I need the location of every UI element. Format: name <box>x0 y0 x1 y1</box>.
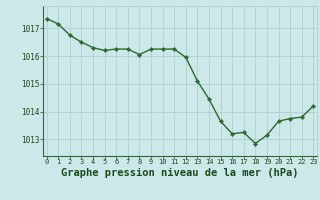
X-axis label: Graphe pression niveau de la mer (hPa): Graphe pression niveau de la mer (hPa) <box>61 168 299 178</box>
